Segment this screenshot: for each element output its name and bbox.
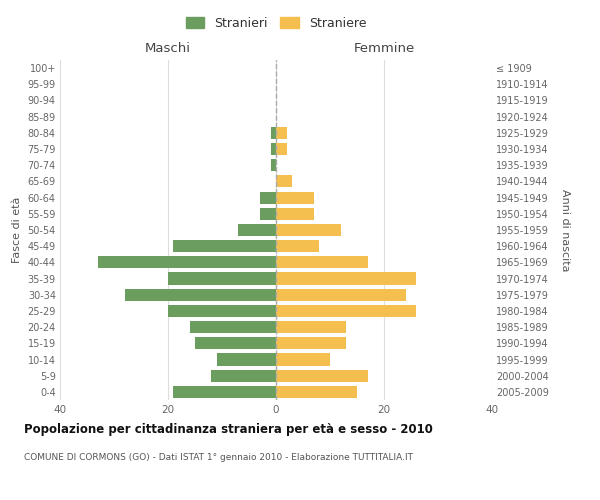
- Text: Femmine: Femmine: [353, 42, 415, 55]
- Bar: [260, 208, 276, 220]
- Bar: [276, 321, 346, 333]
- Bar: [276, 370, 368, 382]
- Text: Popolazione per cittadinanza straniera per età e sesso - 2010: Popolazione per cittadinanza straniera p…: [24, 422, 433, 436]
- Bar: [276, 272, 416, 284]
- Bar: [195, 338, 276, 349]
- Bar: [217, 354, 276, 366]
- Text: COMUNE DI CORMONS (GO) - Dati ISTAT 1° gennaio 2010 - Elaborazione TUTTITALIA.IT: COMUNE DI CORMONS (GO) - Dati ISTAT 1° g…: [24, 452, 413, 462]
- Bar: [238, 224, 276, 236]
- Bar: [276, 127, 287, 139]
- Bar: [271, 159, 276, 172]
- Bar: [276, 192, 314, 203]
- Bar: [168, 305, 276, 317]
- Bar: [276, 386, 357, 398]
- Bar: [271, 127, 276, 139]
- Bar: [276, 305, 416, 317]
- Bar: [271, 143, 276, 155]
- Bar: [276, 256, 368, 268]
- Bar: [276, 143, 287, 155]
- Legend: Stranieri, Straniere: Stranieri, Straniere: [181, 12, 371, 35]
- Bar: [276, 288, 406, 301]
- Bar: [173, 386, 276, 398]
- Text: Maschi: Maschi: [145, 42, 191, 55]
- Bar: [276, 208, 314, 220]
- Bar: [125, 288, 276, 301]
- Bar: [190, 321, 276, 333]
- Bar: [276, 338, 346, 349]
- Bar: [276, 224, 341, 236]
- Bar: [98, 256, 276, 268]
- Bar: [276, 354, 330, 366]
- Bar: [260, 192, 276, 203]
- Bar: [168, 272, 276, 284]
- Bar: [211, 370, 276, 382]
- Y-axis label: Anni di nascita: Anni di nascita: [560, 188, 570, 271]
- Y-axis label: Fasce di età: Fasce di età: [12, 197, 22, 263]
- Bar: [276, 240, 319, 252]
- Bar: [276, 176, 292, 188]
- Bar: [173, 240, 276, 252]
